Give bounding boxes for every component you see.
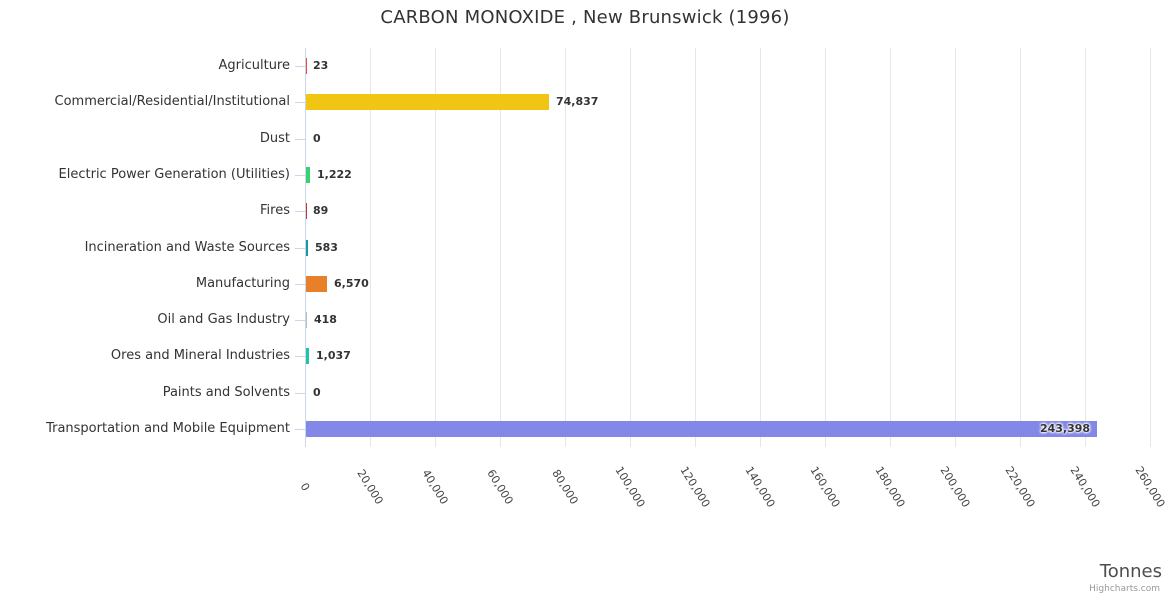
gridline <box>695 48 696 447</box>
x-tick-label: 200,000 <box>937 464 973 510</box>
axis-tick <box>295 175 305 176</box>
gridline <box>630 48 631 447</box>
category-label: Dust <box>259 131 290 146</box>
axis-tick <box>295 393 305 394</box>
x-tick-label: 260,000 <box>1132 464 1168 510</box>
bar-electric-power-generation-utilities-[interactable] <box>306 167 310 183</box>
value-label: 1,222 <box>317 168 352 181</box>
axis-tick <box>295 429 305 430</box>
x-tick-label: 180,000 <box>872 464 908 510</box>
value-label: 243,398 <box>1039 422 1091 435</box>
category-label: Fires <box>260 203 290 218</box>
axis-tick <box>295 356 305 357</box>
gridline <box>890 48 891 447</box>
highcharts-credit-link[interactable]: Highcharts.com <box>1089 584 1160 594</box>
value-label: 0 <box>313 132 321 145</box>
bar-transportation-and-mobile-equipment[interactable] <box>306 421 1098 437</box>
category-label: Commercial/Residential/Institutional <box>54 94 291 109</box>
y-axis-line <box>305 48 306 447</box>
gridline <box>1085 48 1086 447</box>
x-tick-label: 40,000 <box>419 467 451 507</box>
axis-tick <box>295 284 305 285</box>
x-tick-label: 140,000 <box>742 464 778 510</box>
x-tick-label: 100,000 <box>612 464 648 510</box>
gridline <box>825 48 826 447</box>
value-label: 89 <box>313 204 329 217</box>
category-label: Oil and Gas Industry <box>157 312 290 327</box>
gridline <box>760 48 761 447</box>
axis-tick <box>295 248 305 249</box>
value-label: 418 <box>314 313 337 326</box>
gridline <box>1150 48 1151 447</box>
value-label: 1,037 <box>316 349 351 362</box>
axis-tick <box>295 102 305 103</box>
chart-title: CARBON MONOXIDE , New Brunswick (1996) <box>380 7 790 28</box>
x-axis-title: Tonnes <box>1099 561 1162 582</box>
value-label: 6,570 <box>334 277 369 290</box>
axis-tick <box>295 211 305 212</box>
category-label: Manufacturing <box>195 276 290 291</box>
x-tick-label: 0 <box>297 480 313 494</box>
x-tick-label: 160,000 <box>807 464 843 510</box>
gridline <box>1020 48 1021 447</box>
category-label: Incineration and Waste Sources <box>84 240 290 255</box>
bar-oil-and-gas-industry[interactable] <box>306 312 308 328</box>
x-tick-label: 80,000 <box>549 467 581 507</box>
value-label: 0 <box>313 386 321 399</box>
bar-incineration-and-waste-sources[interactable] <box>306 240 308 256</box>
bar-ores-and-mineral-industries[interactable] <box>306 348 310 364</box>
value-label: 23 <box>313 59 329 72</box>
x-tick-label: 20,000 <box>354 467 386 507</box>
x-tick-label: 220,000 <box>1002 464 1038 510</box>
axis-tick <box>295 139 305 140</box>
bar-manufacturing[interactable] <box>306 276 328 292</box>
axis-tick <box>295 66 305 67</box>
axis-tick <box>295 320 305 321</box>
value-label: 583 <box>315 241 338 254</box>
gridline <box>955 48 956 447</box>
bar-commercial-residential-institutional[interactable] <box>306 94 550 110</box>
x-tick-label: 120,000 <box>677 464 713 510</box>
category-label: Transportation and Mobile Equipment <box>46 421 290 436</box>
x-tick-label: 60,000 <box>484 467 516 507</box>
category-label: Ores and Mineral Industries <box>110 348 290 363</box>
category-label: Paints and Solvents <box>162 385 290 400</box>
value-label: 74,837 <box>556 95 599 108</box>
category-label: Agriculture <box>218 58 291 73</box>
category-label: Electric Power Generation (Utilities) <box>58 167 290 182</box>
x-tick-label: 240,000 <box>1067 464 1103 510</box>
